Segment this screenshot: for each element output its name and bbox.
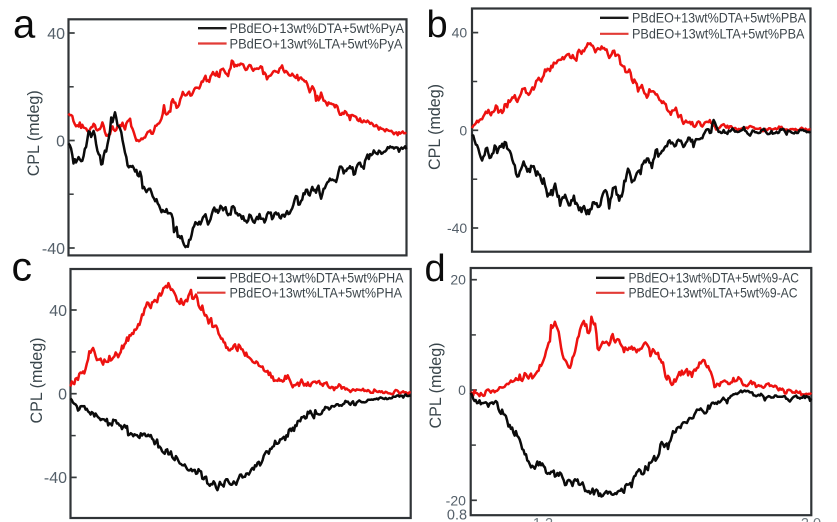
svg-text:40: 40 xyxy=(452,25,468,41)
svg-text:CPL (mdeg): CPL (mdeg) xyxy=(425,84,444,170)
svg-text:40: 40 xyxy=(47,26,65,43)
svg-text:0: 0 xyxy=(56,133,65,150)
svg-text:-20: -20 xyxy=(446,492,466,508)
svg-text:0: 0 xyxy=(458,382,466,398)
svg-text:PBdEO+13wt%LTA+5wt%PyA: PBdEO+13wt%LTA+5wt%PyA xyxy=(230,35,404,51)
svg-text:PBdEO+13wt%DTA+5wt%PHA: PBdEO+13wt%DTA+5wt%PHA xyxy=(230,270,405,286)
svg-text:PBdEO+13wt%LTA+5wt%PHA: PBdEO+13wt%LTA+5wt%PHA xyxy=(230,285,403,301)
svg-text:b: b xyxy=(427,4,448,46)
svg-text:-40: -40 xyxy=(42,241,65,258)
svg-text:CPL (mdeg): CPL (mdeg) xyxy=(27,338,46,424)
svg-text:d: d xyxy=(425,248,446,290)
svg-text:PBdEO+13wt%DTA+5wt%PBA: PBdEO+13wt%DTA+5wt%PBA xyxy=(632,10,807,26)
svg-text:PBdEO+13wt%LTA+5wt%PBA: PBdEO+13wt%LTA+5wt%PBA xyxy=(632,26,805,42)
svg-text:-40: -40 xyxy=(447,220,467,236)
svg-text:-40: -40 xyxy=(44,470,67,487)
svg-text:PBdEO+13wt%DTA+5wt%9-AC: PBdEO+13wt%DTA+5wt%9-AC xyxy=(629,270,800,286)
svg-text:2.0: 2.0 xyxy=(801,516,821,522)
svg-text:0.8: 0.8 xyxy=(447,508,467,522)
svg-text:c: c xyxy=(12,244,33,290)
svg-text:a: a xyxy=(13,3,36,47)
svg-text:20: 20 xyxy=(450,272,466,288)
svg-text:1.2: 1.2 xyxy=(533,516,553,522)
svg-text:CPL (mdeg): CPL (mdeg) xyxy=(426,343,445,429)
svg-text:PBdEO+13wt%DTA+5wt%PyA: PBdEO+13wt%DTA+5wt%PyA xyxy=(230,20,405,36)
svg-text:0: 0 xyxy=(459,122,467,138)
svg-text:CPL (mdeg): CPL (mdeg) xyxy=(24,90,43,176)
svg-text:40: 40 xyxy=(49,303,67,320)
svg-text:PBdEO+13wt%LTA+5wt%9-AC: PBdEO+13wt%LTA+5wt%9-AC xyxy=(629,285,798,301)
svg-text:0: 0 xyxy=(58,387,67,404)
